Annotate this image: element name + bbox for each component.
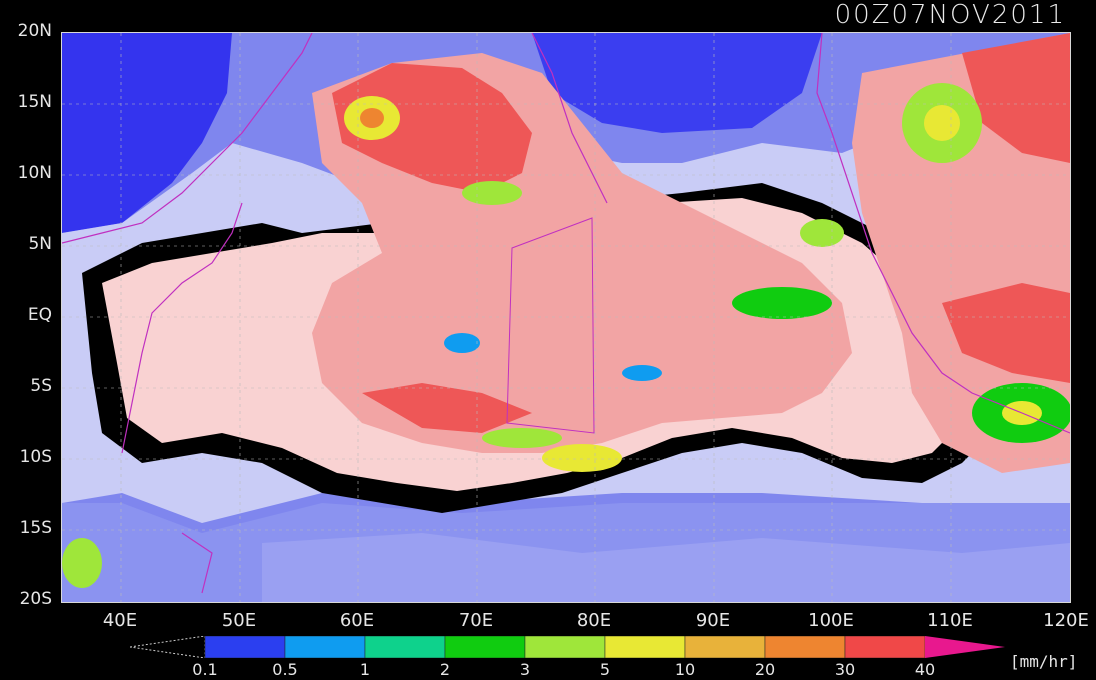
colorbar-label-20: 20 [754,660,776,679]
lat-label-15n: 15N [17,92,52,112]
colorbar-boxes [204,636,926,658]
analysis-box [506,217,595,434]
heavy-rain-arabian-sea [332,63,532,193]
lon-label-40e: 40E [102,610,138,631]
colorbar-label-10: 10 [674,660,696,679]
colorbar-label-0.5: 0.5 [272,660,298,679]
colorbar-box-0.1 [204,636,286,658]
lat-label-15s: 15S [19,518,52,538]
colorbar-box-5 [604,636,686,658]
colorbar-box-1 [364,636,446,658]
lon-label-80e: 80E [576,610,612,631]
colorbar-low-triangle [130,636,206,658]
colorbar-box-30 [844,636,926,658]
lat-label-20n: 20N [17,21,52,41]
heavy-rain-south-io [362,383,532,433]
lon-label-50e: 50E [221,610,257,631]
lat-label-5n: 5N [28,234,52,254]
colorbar-box-0.5 [284,636,366,658]
lon-label-70e: 70E [458,610,494,631]
lat-label-10s: 10S [19,447,52,467]
heavy-rain-borneo [942,283,1070,383]
colorbar-label-3: 3 [519,660,531,679]
colorbar-box-20 [764,636,846,658]
lon-label-110e: 110E [927,610,973,631]
dry-region-arabia [62,33,232,233]
heavy-rain-southeast-asia [962,33,1070,163]
dry-region-india [532,33,822,133]
colorbar-label-5: 5 [599,660,611,679]
colorbar-label-1: 1 [359,660,371,679]
colorbar-box-10 [684,636,766,658]
lat-label-10n: 10N [17,163,52,183]
colorbar-label-30: 30 [834,660,856,679]
colorbar-label-2: 2 [439,660,451,679]
precipitation-map [61,32,1071,603]
lat-label-20s: 20S [19,589,52,609]
lon-label-100e: 100E [808,610,854,631]
map-canvas [62,33,1070,602]
lon-label-120e: 120E [1043,610,1089,631]
colorbar-label-0.1: 0.1 [192,660,218,679]
colorbar-box-3 [524,636,606,658]
lon-label-90e: 90E [695,610,731,631]
colorbar [130,636,1005,658]
map-title: 00Z07NOV2011 [834,0,1066,30]
lat-label-5s: 5S [30,376,52,396]
graticule [62,33,1070,602]
southern-field-2 [262,533,1070,602]
colorbar-high-triangle [925,636,1005,658]
lat-label-eq: EQ [27,305,52,325]
colorbar-label-40: 40 [914,660,936,679]
coastlines [62,33,1070,594]
colorbar-units: [mm/hr] [1010,652,1078,671]
colorbar-box-2 [444,636,526,658]
lon-label-60e: 60E [339,610,375,631]
